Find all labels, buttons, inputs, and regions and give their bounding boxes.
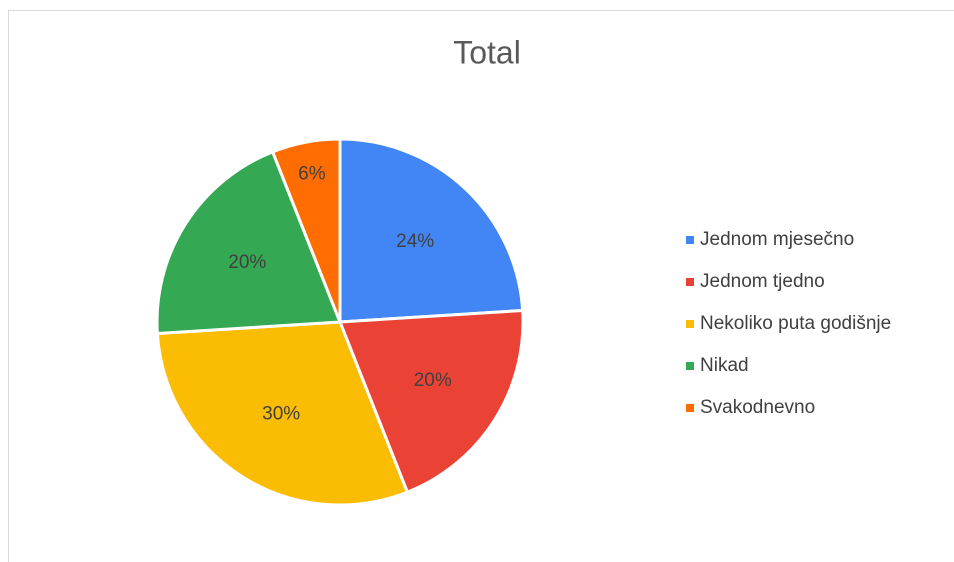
slice-label: 24% xyxy=(396,231,434,252)
slice-label: 20% xyxy=(228,252,266,273)
slice-label: 30% xyxy=(262,404,300,425)
pie-slice xyxy=(155,149,343,336)
legend-label: Jednom tjedno xyxy=(700,271,825,292)
pie-slice xyxy=(270,137,342,323)
pie-slice xyxy=(337,308,525,495)
legend-label: Nekoliko puta godišnje xyxy=(700,313,891,334)
slice-label: 20% xyxy=(414,370,452,391)
pie-slice xyxy=(155,320,410,507)
legend-label: Jednom mjesečno xyxy=(700,229,854,250)
slice-label: 6% xyxy=(298,164,326,185)
legend-swatch xyxy=(686,320,694,328)
legend-label: Nikad xyxy=(700,355,749,376)
pie-slice xyxy=(338,137,525,324)
legend-label: Svakodnevno xyxy=(700,397,815,418)
legend-swatch xyxy=(686,278,694,286)
chart-title: Total xyxy=(453,34,521,70)
legend-swatch xyxy=(686,236,694,244)
legend-swatch xyxy=(686,362,694,370)
legend-swatch xyxy=(686,404,694,412)
